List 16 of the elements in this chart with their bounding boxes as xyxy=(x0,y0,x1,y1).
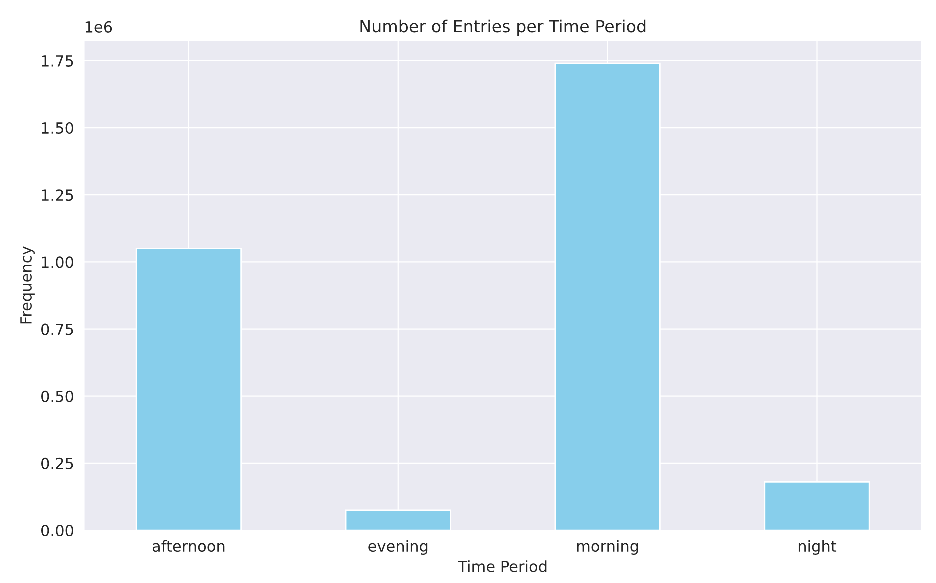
y-tick-label: 0.50 xyxy=(42,390,74,402)
y-tick-label: 0.25 xyxy=(42,458,74,470)
x-tick-label: afternoon xyxy=(152,540,225,552)
text: 1e6 xyxy=(86,21,112,33)
chart-title: Number of Entries per Time Period xyxy=(360,20,646,36)
x-tick-label: evening xyxy=(368,540,428,556)
x-tick-label: morning xyxy=(577,540,638,556)
x-axis-title: Time Period xyxy=(458,560,547,572)
y-tick-label: 1.00 xyxy=(42,256,74,268)
y-tick-label: 0.00 xyxy=(42,524,74,537)
x-tick-label: night xyxy=(798,540,837,556)
y-tick-label: 1.50 xyxy=(42,122,74,134)
y-tick-label: 0.75 xyxy=(42,324,74,336)
y-tick-label: 1.25 xyxy=(42,190,74,202)
y-tick-label: 1.75 xyxy=(42,56,74,67)
y-axis-title: Frequency xyxy=(20,246,35,324)
